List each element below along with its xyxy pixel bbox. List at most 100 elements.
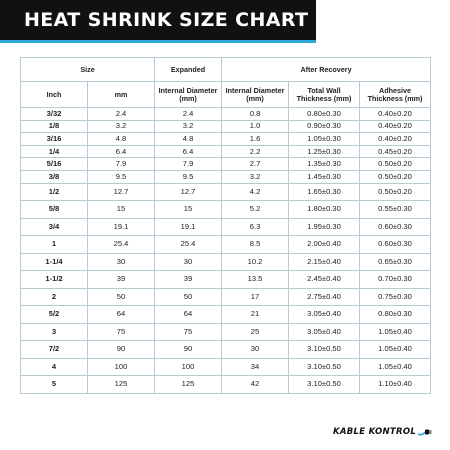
cell-inch: 5/8 — [20, 200, 88, 219]
cell-expanded: 12.7 — [154, 182, 223, 202]
cell-inch: 3/8 — [20, 169, 88, 184]
cell-expanded: 7.9 — [154, 157, 223, 171]
cell-expanded: 125 — [154, 375, 223, 394]
table-row: 1 25.4 25.4 8.5 2.00±0.40 0.60±0.30 — [20, 235, 432, 254]
cell-expanded: 39 — [154, 270, 223, 289]
cell-recovered: 2.2 — [221, 144, 290, 159]
cell-recovered: 8.5 — [221, 235, 290, 254]
cell-adhesive: 0.40±0.20 — [359, 119, 432, 134]
cell-inch: 1-1/4 — [20, 252, 88, 272]
cell-expanded: 3.2 — [154, 119, 223, 134]
cell-inch: 5 — [20, 375, 88, 394]
cell-mm: 39 — [86, 270, 156, 289]
cell-adhesive: 0.45±0.20 — [359, 144, 432, 159]
cell-recovered: 3.2 — [221, 169, 290, 184]
cell-recovered: 21 — [221, 305, 290, 324]
cell-mm: 125 — [86, 375, 156, 394]
cell-mm: 7.9 — [86, 157, 156, 171]
table-row: 5/8 15 15 5.2 1.80±0.30 0.55±0.30 — [20, 200, 432, 219]
cell-mm: 25.4 — [86, 235, 156, 254]
cell-mm: 6.4 — [86, 144, 156, 159]
cell-expanded: 25.4 — [154, 235, 223, 254]
cell-expanded: 30 — [154, 252, 223, 272]
col-header-recovered-internal: Internal Diameter (mm) — [221, 81, 290, 108]
cell-mm: 30 — [86, 252, 156, 272]
cell-expanded: 19.1 — [154, 217, 223, 237]
cell-adhesive: 1.05±0.40 — [359, 340, 432, 359]
group-header-expanded: Expanded — [154, 57, 223, 82]
table-row: 2 50 50 17 2.75±0.40 0.75±0.30 — [20, 287, 432, 307]
cell-mm: 100 — [86, 357, 156, 377]
cell-inch: 1-1/2 — [20, 270, 88, 289]
page-title: HEAT SHRINK SIZE CHART — [24, 9, 309, 31]
cell-expanded: 9.5 — [154, 169, 223, 184]
cell-mm: 12.7 — [86, 182, 156, 202]
col-header-adhesive: Adhesive Thickness (mm) — [359, 81, 432, 108]
col-header-inch: Inch — [20, 81, 88, 108]
cell-wall: 0.90±0.30 — [288, 119, 361, 134]
table-row: 3/4 19.1 19.1 6.3 1.95±0.30 0.60±0.30 — [20, 217, 432, 237]
table-row: 5 125 125 42 3.10±0.50 1.10±0.40 — [20, 375, 432, 394]
cell-mm: 64 — [86, 305, 156, 324]
cell-expanded: 2.4 — [154, 107, 223, 121]
cell-wall: 3.05±0.40 — [288, 305, 361, 324]
cell-adhesive: 0.75±0.30 — [359, 287, 432, 307]
cell-mm: 2.4 — [86, 107, 156, 121]
table-row: 1/2 12.7 12.7 4.2 1.65±0.30 0.50±0.20 — [20, 182, 432, 202]
cell-wall: 1.05±0.30 — [288, 132, 361, 146]
table-row: 7/2 90 90 30 3.10±0.50 1.05±0.40 — [20, 340, 432, 359]
cell-adhesive: 0.70±0.30 — [359, 270, 432, 289]
brand-logo: KABLE KONTROL — [333, 427, 432, 437]
cell-recovered: 0.8 — [221, 107, 290, 121]
cell-recovered: 34 — [221, 357, 290, 377]
cell-recovered: 2.7 — [221, 157, 290, 171]
cell-adhesive: 0.40±0.20 — [359, 107, 432, 121]
col-header-expanded-internal: Internal Diameter (mm) — [154, 81, 223, 108]
brand-logo-text: KABLE KONTROL — [333, 427, 417, 437]
table-row: 4 100 100 34 3.10±0.50 1.05±0.40 — [20, 357, 432, 377]
cell-inch: 1 — [20, 235, 88, 254]
cell-wall: 0.80±0.30 — [288, 107, 361, 121]
cell-recovered: 4.2 — [221, 182, 290, 202]
cell-expanded: 4.8 — [154, 132, 223, 146]
cell-expanded: 50 — [154, 287, 223, 307]
cell-recovered: 17 — [221, 287, 290, 307]
table-row: 3 75 75 25 3.05±0.40 1.05±0.40 — [20, 322, 432, 342]
table-row: 3/8 9.5 9.5 3.2 1.45±0.30 0.50±0.20 — [20, 169, 432, 184]
cell-recovered: 42 — [221, 375, 290, 394]
cell-recovered: 6.3 — [221, 217, 290, 237]
cell-wall: 3.10±0.50 — [288, 375, 361, 394]
table-row: 1/8 3.2 3.2 1.0 0.90±0.30 0.40±0.20 — [20, 119, 432, 134]
cell-mm: 4.8 — [86, 132, 156, 146]
cell-adhesive: 0.40±0.20 — [359, 132, 432, 146]
cell-expanded: 64 — [154, 305, 223, 324]
cell-expanded: 75 — [154, 322, 223, 342]
cell-mm: 3.2 — [86, 119, 156, 134]
cell-inch: 3/4 — [20, 217, 88, 237]
table-row: 1-1/4 30 30 10.2 2.15±0.40 0.65±0.30 — [20, 252, 432, 272]
group-header-row: Size Expanded After Recovery — [19, 57, 432, 82]
cell-mm: 19.1 — [86, 217, 156, 237]
cell-wall: 3.10±0.50 — [288, 340, 361, 359]
cell-mm: 15 — [86, 200, 156, 219]
table-row: 3/32 2.4 2.4 0.8 0.80±0.30 0.40±0.20 — [20, 107, 432, 121]
plug-icon — [417, 429, 432, 436]
size-chart-table: Size Expanded After Recovery Inch mm Int… — [19, 57, 432, 394]
cell-adhesive: 0.50±0.20 — [359, 182, 432, 202]
cell-mm: 75 — [86, 322, 156, 342]
title-bar: HEAT SHRINK SIZE CHART — [0, 0, 316, 43]
cell-inch: 1/8 — [20, 119, 88, 134]
cell-wall: 1.35±0.30 — [288, 157, 361, 171]
cell-expanded: 100 — [154, 357, 223, 377]
cell-wall: 1.95±0.30 — [288, 217, 361, 237]
cell-inch: 7/2 — [20, 340, 88, 359]
column-header-row: Inch mm Internal Diameter (mm) Internal … — [20, 81, 432, 108]
cell-inch: 3 — [20, 322, 88, 342]
cell-mm: 90 — [86, 340, 156, 359]
cell-wall: 1.80±0.30 — [288, 200, 361, 219]
group-header-size: Size — [19, 57, 156, 82]
cell-adhesive: 1.10±0.40 — [359, 375, 432, 394]
cell-adhesive: 0.60±0.30 — [359, 235, 432, 254]
cell-recovered: 1.6 — [221, 132, 290, 146]
cell-inch: 5/2 — [20, 305, 88, 324]
